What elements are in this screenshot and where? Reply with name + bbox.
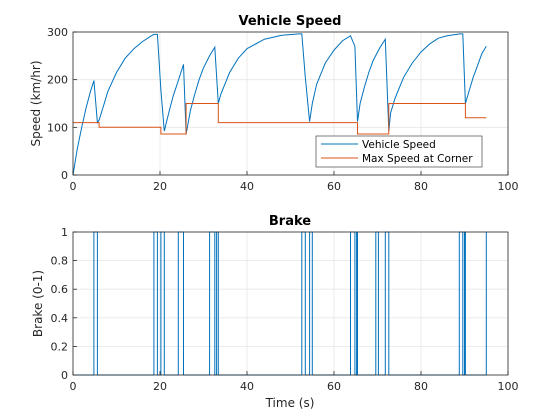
brake-title: Brake [269, 214, 311, 229]
speed-title: Vehicle Speed [239, 14, 342, 29]
speed-xtick-label: 80 [414, 180, 428, 193]
brake-line [73, 231, 487, 376]
speed-ylabel: Speed (km/hr) [29, 60, 43, 146]
speed-xtick-label: 100 [498, 180, 519, 193]
brake-ytick-label: 1 [61, 226, 68, 239]
brake-ytick-label: 0.4 [51, 312, 69, 325]
legend-box [315, 135, 483, 168]
brake-ytick-label: 0.2 [51, 340, 69, 353]
max-corner-speed-line [73, 103, 487, 135]
speed-ytick-label: 0 [61, 169, 68, 182]
brake-xtick-label: 40 [240, 380, 254, 393]
speed-ytick-label: 100 [47, 121, 68, 134]
brake-xtick-label: 80 [414, 380, 428, 393]
speed-xtick-label: 40 [240, 180, 254, 193]
speed-plot [72, 33, 487, 176]
brake-ticks: 0 20 40 60 80 100 0 0.2 0.4 0.6 0.8 1 [51, 226, 519, 393]
speed-xtick-label: 20 [153, 180, 167, 193]
brake-xtick-label: 100 [498, 380, 519, 393]
brake-plot-area [73, 232, 508, 375]
brake-xtick-label: 20 [153, 380, 167, 393]
speed-axes-box [72, 31, 509, 176]
brake-axes: 0 20 40 60 80 100 0 0.2 0.4 0.6 0.8 1 Brake Brake (… [31, 214, 519, 410]
brake-plot [73, 231, 487, 376]
speed-xtick-label: 60 [327, 180, 341, 193]
speed-ticks: 0 20 40 60 80 100 0 100 200 300 [47, 26, 519, 193]
brake-xlabel: Time (s) [265, 396, 315, 410]
brake-ytick-label: 0 [61, 369, 68, 382]
brake-ytick-label: 0.6 [51, 283, 69, 296]
speed-ytick-label: 200 [47, 74, 68, 87]
brake-axes-box [72, 231, 509, 376]
speed-ytick-label: 300 [47, 26, 68, 39]
brake-ytick-label: 0.8 [51, 255, 69, 268]
brake-xtick-label: 60 [327, 380, 341, 393]
brake-xtick-label: 0 [70, 380, 77, 393]
speed-legend: Vehicle Speed Max Speed at Corner [315, 135, 483, 168]
vehicle-speed-line [72, 33, 487, 176]
brake-ylabel: Brake (0-1) [31, 270, 45, 337]
legend-label-corner: Max Speed at Corner [362, 153, 473, 165]
legend-label-speed: Vehicle Speed [362, 139, 436, 151]
speed-axes: 0 20 40 60 80 100 0 100 200 300 Vehicle Speed Spe… [29, 14, 519, 193]
speed-xtick-label: 0 [70, 180, 77, 193]
